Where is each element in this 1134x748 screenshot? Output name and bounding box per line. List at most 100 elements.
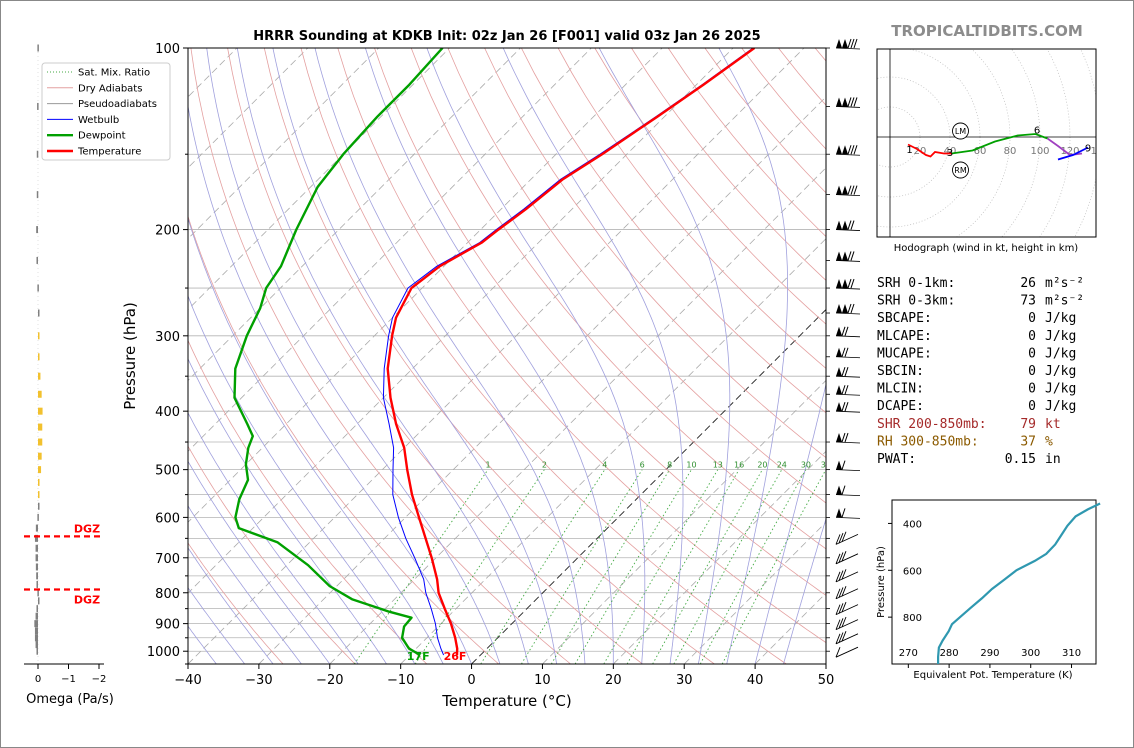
hodo-storm-motion: LM xyxy=(952,122,969,140)
stat-row: MLCAPE: 0 J/kg xyxy=(877,329,1076,344)
stat-unit: m²s⁻² xyxy=(1045,276,1084,291)
hodograph-caption: Hodograph (wind in kt, height in km) xyxy=(894,243,1079,254)
barb-flag xyxy=(836,347,842,357)
isotherm-line xyxy=(188,48,734,594)
omega-bar xyxy=(35,612,38,620)
dewpoint-profile xyxy=(233,48,444,657)
barb-line xyxy=(841,385,846,395)
barb-flag xyxy=(842,220,848,230)
barb-staff xyxy=(835,604,859,616)
x-tick-label: 50 xyxy=(818,673,835,688)
omega-bar xyxy=(38,353,40,361)
omega-bar xyxy=(35,544,38,552)
barb-staff xyxy=(835,229,861,231)
hodo-height-label: 9 xyxy=(1085,144,1091,155)
stat-row: RH 300-850mb: 37% xyxy=(877,434,1053,449)
stat-value: 79 xyxy=(1020,417,1036,432)
stat-value: 0.15 xyxy=(1005,452,1036,467)
omega-bar xyxy=(37,102,39,110)
dry-adiabat-line xyxy=(227,48,643,664)
omega-bar xyxy=(34,620,38,628)
stat-unit: J/kg xyxy=(1045,364,1076,379)
omega-bar xyxy=(35,641,38,649)
theta-e-frame xyxy=(891,499,1097,665)
barb-line xyxy=(838,603,844,614)
barb-line xyxy=(847,278,852,289)
stat-label: SBCIN: xyxy=(877,364,924,379)
theta-e-y-tick-label: 400 xyxy=(903,519,922,530)
moist-adiabat-line xyxy=(188,217,444,664)
barb-flag xyxy=(836,433,842,443)
storm-motion-label: RM xyxy=(954,166,967,175)
barb-line xyxy=(850,97,855,107)
surface-dewpoint-label: 17F xyxy=(407,650,430,663)
dry-adiabat-line xyxy=(557,48,826,369)
theta-e-panel: 270 280 290 300 310 400 600 800 xyxy=(888,499,1101,668)
mixing-ratio-line xyxy=(521,469,643,664)
x-tick-label: −10 xyxy=(387,673,414,688)
barb-staff xyxy=(835,312,861,315)
y-tick-label: 500 xyxy=(155,464,180,479)
omega-bar xyxy=(35,563,38,571)
wind-barb xyxy=(835,145,861,156)
barb-line xyxy=(835,571,841,583)
barb-line xyxy=(835,604,841,615)
barb-line xyxy=(841,485,846,495)
wind-barb xyxy=(835,569,859,583)
stat-row: PWAT: 0.15 in xyxy=(877,452,1061,467)
omega-xlabel: Omega (Pa/s) xyxy=(26,692,114,707)
barb-line xyxy=(841,631,847,642)
barb-line xyxy=(838,632,844,643)
hodo-ring-label: 80 xyxy=(1004,146,1017,157)
barb-flag xyxy=(842,39,848,48)
mixing-ratio-label: 16 xyxy=(734,461,744,470)
mixing-ratio-label: 13 xyxy=(713,461,723,470)
legend-label: Dewpoint xyxy=(78,131,126,142)
hodo-storm-motion: RM xyxy=(952,161,969,179)
skewt-background-lines: 1 2 4 6 8 10 13 16 20 24 30 36 xyxy=(188,48,826,664)
omega-bar xyxy=(37,44,39,52)
watermark: TROPICALTIDBITS.COM xyxy=(891,22,1083,40)
mixing-ratio-line xyxy=(353,469,489,664)
dry-adiabat-line xyxy=(521,48,826,414)
barb-line xyxy=(835,553,841,564)
barb-staff xyxy=(835,646,859,658)
wind-barb xyxy=(835,251,861,262)
dry-adiabat-line xyxy=(190,48,571,664)
barb-line xyxy=(850,185,855,195)
barb-line xyxy=(841,585,847,597)
x-tick-label: 20 xyxy=(605,673,622,688)
wind-barb xyxy=(835,601,859,616)
dry-adiabat-line xyxy=(447,48,826,504)
barb-line xyxy=(850,220,855,230)
dry-adiabat-line xyxy=(188,339,428,664)
barb-line xyxy=(838,552,844,563)
barb-staff xyxy=(835,619,859,631)
barb-line xyxy=(841,601,847,613)
barb-staff xyxy=(835,393,861,396)
isotherm-line xyxy=(188,48,663,523)
stat-unit: % xyxy=(1045,434,1053,449)
omega-tick-label: 0 xyxy=(35,674,41,685)
wind-barb xyxy=(835,631,859,645)
barb-flag xyxy=(836,367,842,377)
y-tick-label: 800 xyxy=(155,587,180,602)
wetbulb-profile xyxy=(382,48,754,656)
wind-barb xyxy=(835,97,861,108)
omega-bar xyxy=(36,647,38,655)
omega-bar xyxy=(38,372,41,380)
barb-flag xyxy=(842,97,848,107)
dgz-label-top: DGZ xyxy=(74,522,100,535)
barb-flag xyxy=(836,385,842,395)
isotherm-line xyxy=(258,96,826,664)
barb-line xyxy=(841,460,846,470)
stat-row: MLCIN: 0 J/kg xyxy=(877,382,1076,397)
barb-flag xyxy=(842,185,848,195)
barb-line xyxy=(841,432,846,443)
stat-label: MLCIN: xyxy=(877,382,924,397)
omega-bar xyxy=(36,605,38,613)
y-tick-label: 700 xyxy=(155,552,180,567)
barb-line xyxy=(844,367,849,377)
barb-flag xyxy=(842,251,848,261)
